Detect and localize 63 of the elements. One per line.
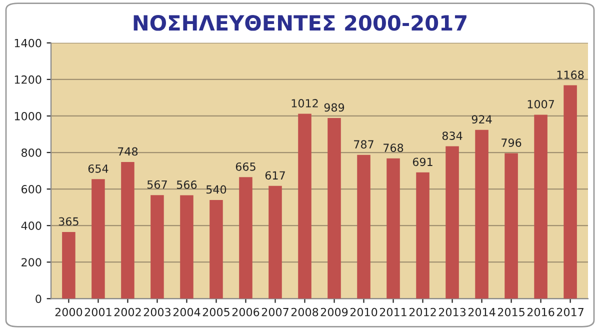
x-tick-label: 2017 [556,308,584,316]
data-label: 617 [265,171,285,180]
data-label: 1012 [292,99,318,108]
x-tick-label: 2005 [202,308,230,316]
x-tick-label: 2016 [527,308,554,316]
bar [386,158,400,299]
data-label: 654 [88,164,108,173]
x-tick-label: 2011 [380,308,406,316]
y-tick-label: 1400 [14,38,42,48]
bar [416,172,430,299]
x-tick-label: 2001 [84,308,112,316]
x-tick-label: 2015 [498,308,524,316]
data-label: 691 [412,158,432,166]
bar [357,154,370,299]
x-tick-label: 2004 [173,308,200,316]
x-tick-label: 2009 [320,308,348,316]
x-tick-label: 2013 [438,308,466,316]
data-label: 787 [354,140,374,149]
y-tick-label: 800 [22,148,42,157]
data-label: 566 [176,180,197,189]
bar [210,200,223,299]
data-label: 834 [442,132,462,140]
bar [150,195,164,299]
data-label: 665 [236,162,256,171]
x-tick-label: 2000 [55,308,82,316]
x-tick-label: 2002 [114,308,141,316]
bar [180,195,194,299]
x-tick-label: 2006 [232,308,260,316]
bar [298,114,312,299]
data-label: 768 [384,144,404,152]
data-label: 1168 [557,70,584,79]
data-label: 989 [324,103,344,112]
y-tick-label: 400 [21,222,42,230]
x-tick-label: 2012 [409,308,436,316]
bar [564,85,577,299]
bar [239,177,252,299]
y-tick-label: 600 [22,185,42,194]
y-tick-label: 1000 [14,112,42,120]
data-label: 924 [472,115,492,124]
bar [534,114,548,299]
bar [504,153,518,299]
x-tick-label: 2014 [468,308,496,316]
x-tick-label: 2003 [144,308,170,316]
x-tick-label: 2008 [291,308,318,316]
bar [121,162,134,299]
y-tick-label: 1200 [14,75,42,84]
bar [446,146,459,299]
data-label: 567 [147,180,167,189]
x-tick-label: 2007 [262,308,288,316]
x-tick-label: 2010 [350,308,378,316]
data-label: 748 [118,147,138,156]
data-label: 365 [58,217,78,226]
bar [475,130,488,299]
bar [92,179,105,299]
bar [328,118,341,299]
y-tick-label: 200 [22,258,42,266]
data-label: 1007 [528,100,554,108]
bar [268,186,282,299]
y-tick-label: 0 [36,294,42,304]
chart-title: ΝΟΣΗΛΕΥΘΕΝΤΕΣ 2000-2017 [134,15,466,31]
bar [62,232,76,299]
data-label: 796 [502,138,522,147]
data-label: 540 [206,185,226,194]
